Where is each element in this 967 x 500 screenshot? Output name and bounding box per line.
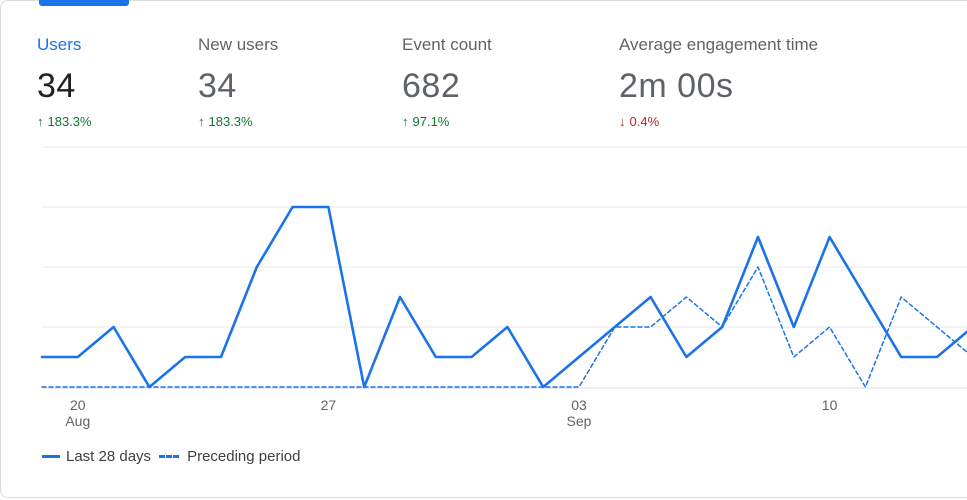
active-tab-indicator (39, 0, 129, 6)
legend-item-previous[interactable]: Preceding period (159, 448, 300, 465)
metric-value: 34 (198, 67, 237, 105)
x-tick-label: 03 (571, 397, 587, 413)
legend-label: Last 28 days (66, 448, 152, 465)
metric-avg-engagement-time[interactable]: Average engagement time 2m 00s ↓ 0.4% (619, 35, 818, 130)
solid-line-swatch (42, 455, 60, 458)
arrow-up-icon: ↑ (198, 114, 205, 129)
x-tick-label: 27 (321, 397, 337, 413)
legend-item-current[interactable]: Last 28 days (42, 448, 151, 465)
arrow-up-icon: ↑ (37, 114, 44, 129)
dashed-line-swatch (159, 455, 180, 458)
metric-value: 34 (37, 67, 76, 105)
metric-label: Users (37, 35, 82, 54)
delta-text: 183.3% (208, 114, 253, 129)
metric-label: Event count (402, 35, 492, 54)
series-line-preceding-period (41, 266, 967, 388)
x-tick-sublabel: Aug (65, 413, 90, 429)
metric-delta: ↑ 183.3% (198, 114, 278, 130)
metric-delta: ↑ 183.3% (37, 114, 92, 130)
metric-delta: ↓ 0.4% (619, 114, 818, 130)
legend-label: Preceding period (187, 448, 301, 465)
delta-text: 0.4% (629, 114, 660, 129)
metric-value: 2m 00s (619, 67, 734, 105)
x-tick-label: 10 (822, 397, 838, 413)
metric-value: 682 (402, 67, 461, 105)
metric-delta: ↑ 97.1% (402, 114, 492, 130)
arrow-down-icon: ↓ (619, 114, 626, 129)
metrics-row: Users 34 ↑ 183.3% New users 34 ↑ 183.3% … (1, 1, 967, 141)
delta-text: 183.3% (47, 114, 92, 129)
x-tick-label: 20 (70, 397, 86, 413)
metric-event-count[interactable]: Event count 682 ↑ 97.1% (402, 35, 492, 130)
arrow-up-icon: ↑ (402, 114, 409, 129)
metric-users[interactable]: Users 34 ↑ 183.3% (37, 35, 92, 130)
metric-new-users[interactable]: New users 34 ↑ 183.3% (198, 35, 278, 130)
metric-label: Average engagement time (619, 35, 819, 54)
metric-label: New users (198, 35, 279, 54)
series-line-last-28-days (40, 205, 967, 389)
delta-text: 97.1% (412, 114, 450, 129)
chart-legend: Last 28 days Preceding period (42, 448, 308, 465)
x-tick-sublabel: Sep (567, 413, 592, 429)
